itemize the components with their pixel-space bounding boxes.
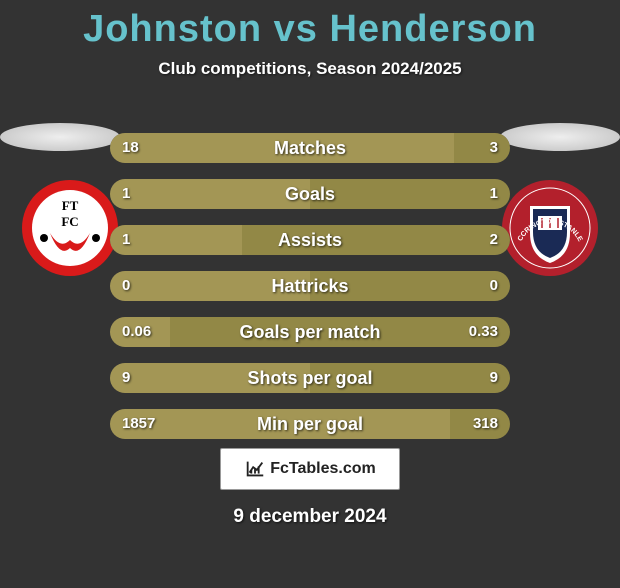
stat-value-right: 0.33: [469, 317, 498, 347]
season-subtitle: Club competitions, Season 2024/2025: [0, 59, 620, 79]
stat-value-right: 2: [490, 225, 498, 255]
stat-label: Goals per match: [110, 317, 510, 347]
branding-text: FcTables.com: [270, 460, 376, 478]
stat-value-right: 3: [490, 133, 498, 163]
stat-label: Hattricks: [110, 271, 510, 301]
stat-label: Goals: [110, 179, 510, 209]
date-text: 9 december 2024: [0, 506, 620, 528]
stat-label: Shots per goal: [110, 363, 510, 393]
stat-label: Min per goal: [110, 409, 510, 439]
stat-row: 0Hattricks0: [110, 271, 510, 301]
stat-row: 18Matches3: [110, 133, 510, 163]
stat-row: 1Assists2: [110, 225, 510, 255]
team-right-badge: ACCRINGTON STANLEY: [500, 178, 600, 278]
pedestal-shadow-right: [500, 123, 620, 151]
branding-box: FcTables.com: [220, 448, 400, 490]
svg-text:FC: FC: [61, 214, 78, 229]
stat-value-right: 1: [490, 179, 498, 209]
stat-label: Assists: [110, 225, 510, 255]
stat-value-right: 0: [490, 271, 498, 301]
pedestal-shadow-left: [0, 123, 120, 151]
stat-label: Matches: [110, 133, 510, 163]
team-left-badge: FT FC: [20, 178, 120, 278]
stats-container: 18Matches31Goals11Assists20Hattricks00.0…: [110, 133, 510, 455]
stat-row: 1Goals1: [110, 179, 510, 209]
stat-row: 1857Min per goal318: [110, 409, 510, 439]
stat-row: 9Shots per goal9: [110, 363, 510, 393]
svg-text:FT: FT: [62, 198, 79, 213]
stat-value-right: 9: [490, 363, 498, 393]
stat-row: 0.06Goals per match0.33: [110, 317, 510, 347]
chart-icon: [244, 458, 266, 480]
stat-value-right: 318: [473, 409, 498, 439]
page-title: Johnston vs Henderson: [0, 8, 620, 51]
